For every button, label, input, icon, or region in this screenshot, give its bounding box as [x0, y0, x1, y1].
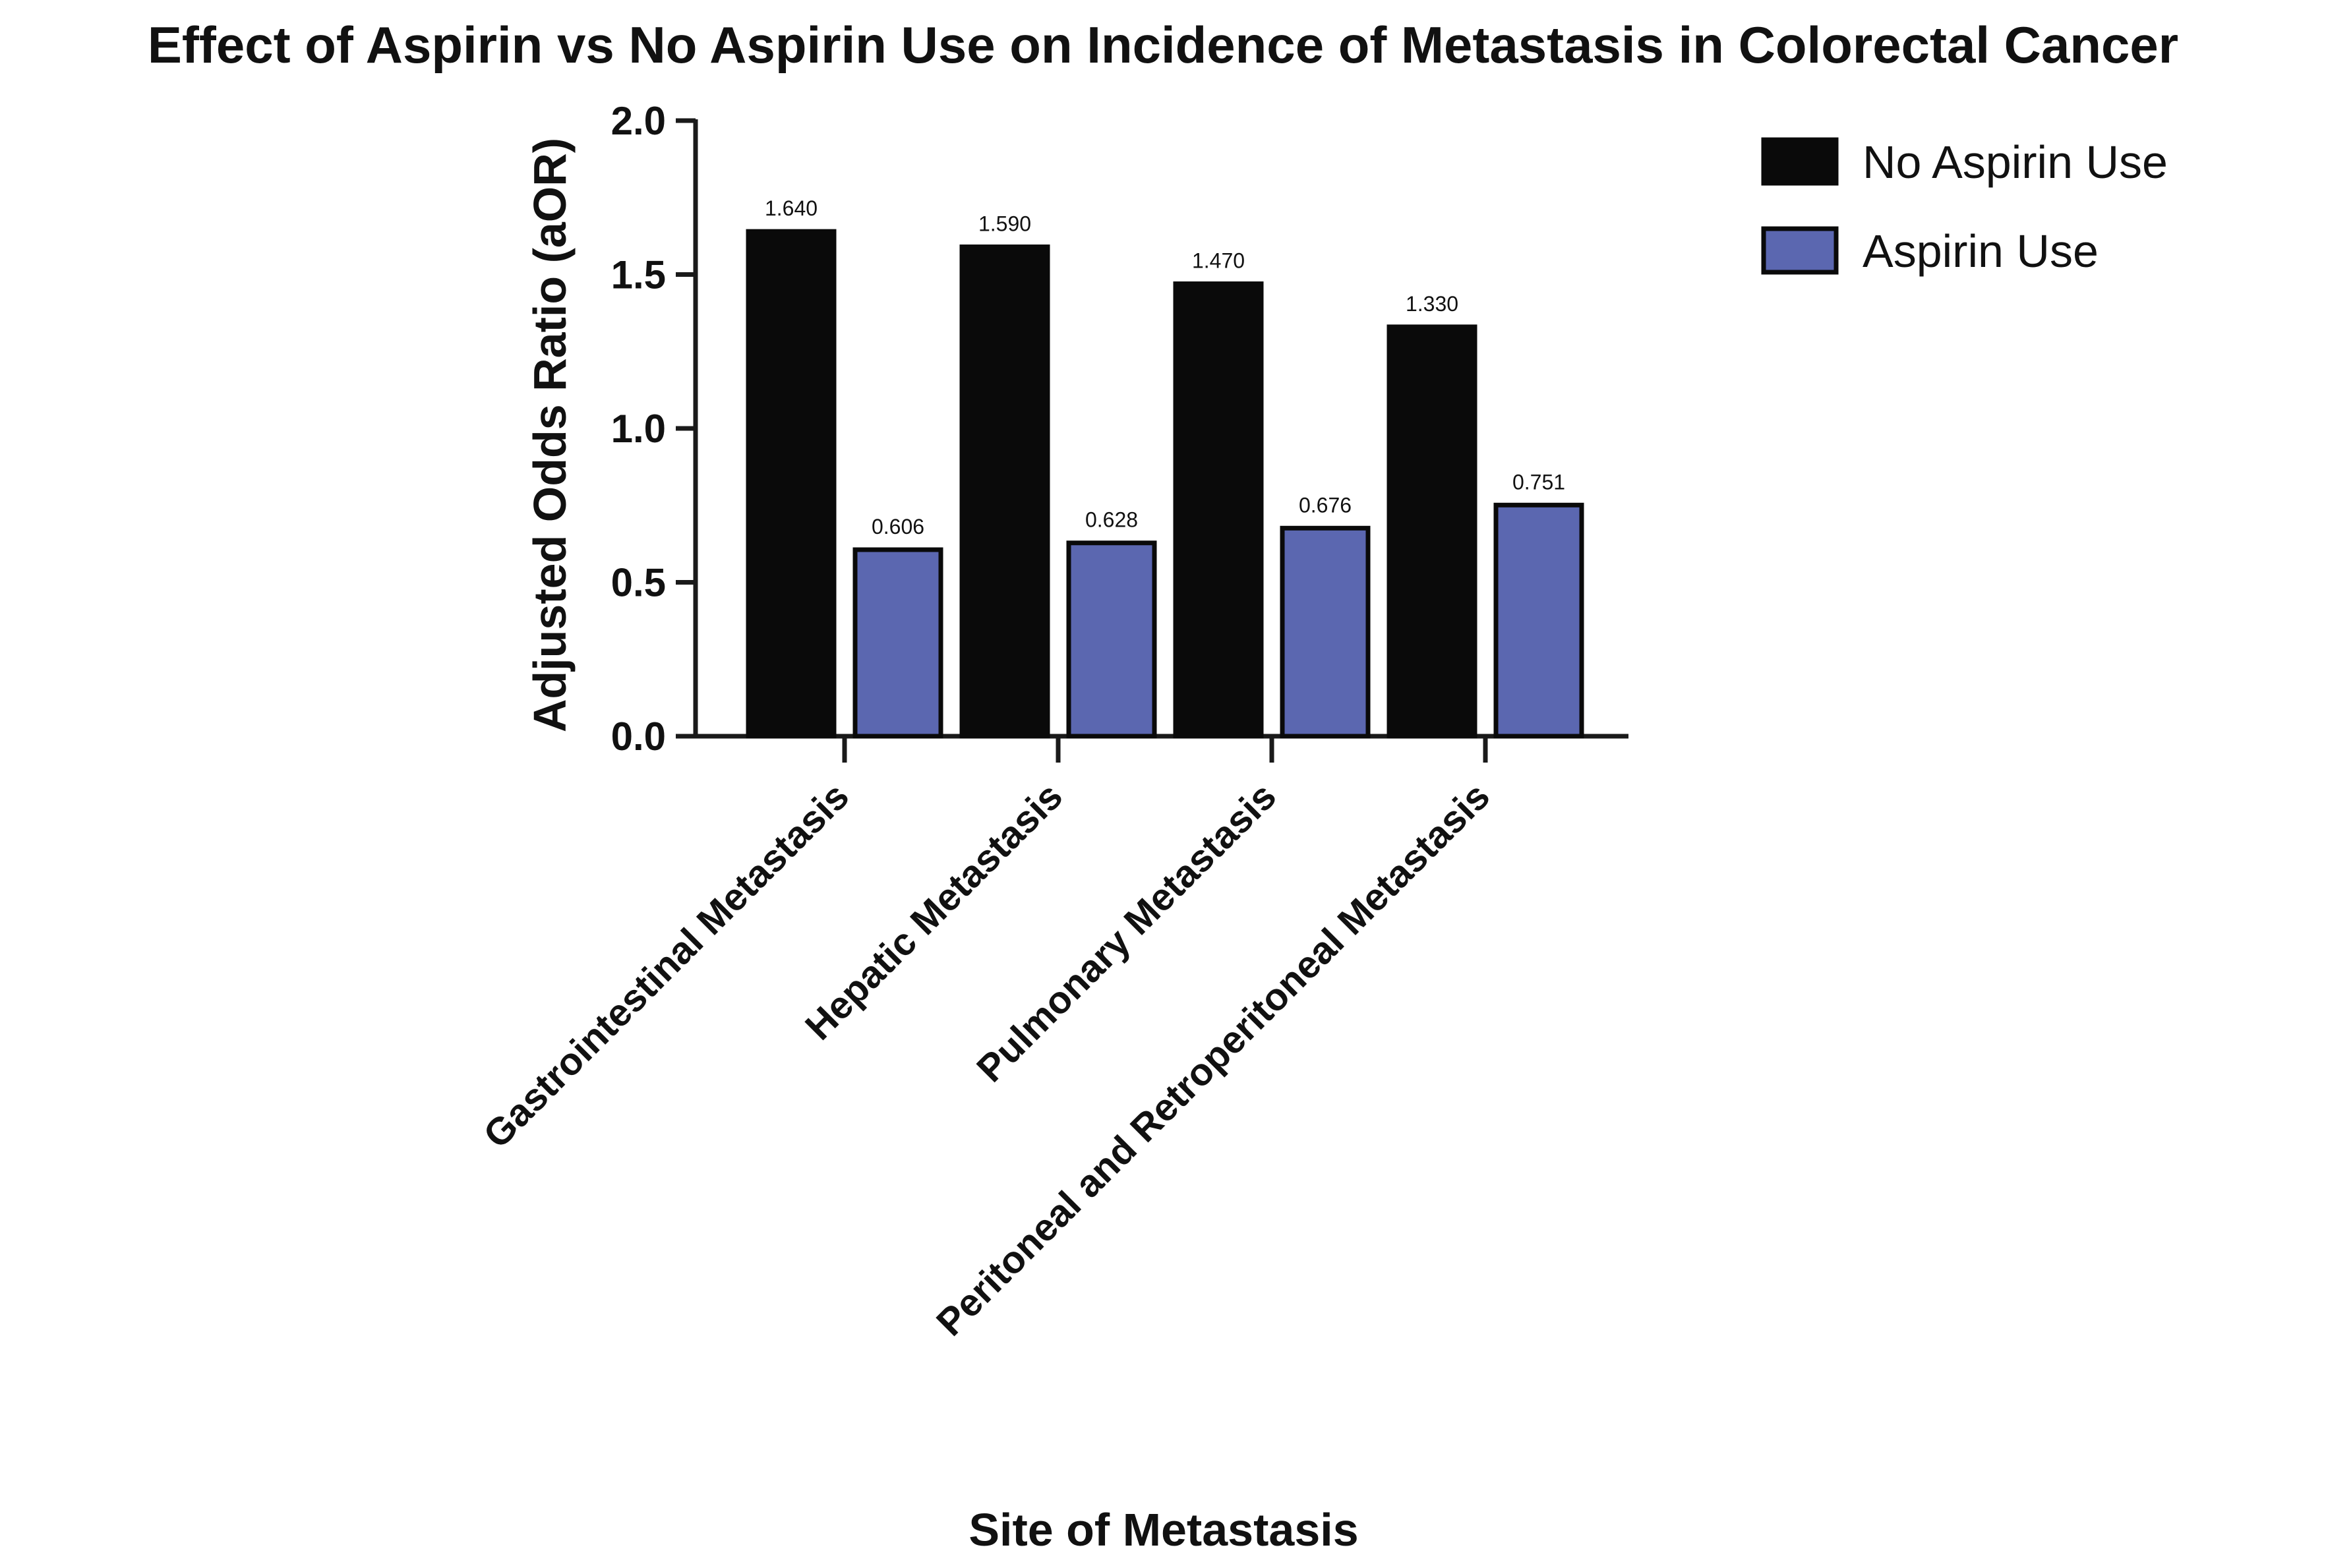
data-label: 0.606 [872, 515, 924, 538]
data-label: 1.640 [765, 196, 818, 220]
legend-label: No Aspirin Use [1863, 136, 2168, 188]
y-tick-label: 0.5 [611, 561, 666, 605]
x-tick-label: Gastrointestinal Metastasis [475, 774, 857, 1156]
data-label: 0.676 [1299, 493, 1352, 517]
plot-area: 0.0 0.5 1.0 1.5 2.0 1.640 0.606 Gastrointestina… [475, 99, 1628, 1344]
data-label: 0.751 [1512, 470, 1565, 494]
bar [959, 244, 1050, 739]
data-label: 1.330 [1406, 292, 1458, 316]
legend-label: Aspirin Use [1863, 225, 2099, 277]
bar [1066, 540, 1157, 739]
chart-title: Effect of Aspirin vs No Aspirin Use on I… [148, 16, 2178, 74]
bar [852, 547, 943, 739]
x-axis-title: Site of Metastasis [969, 1504, 1358, 1555]
bar [1493, 502, 1584, 739]
bar [746, 229, 837, 739]
y-tick-label: 1.5 [611, 253, 666, 297]
y-tick-label: 2.0 [611, 99, 666, 143]
data-label: 1.470 [1192, 249, 1245, 273]
legend: No Aspirin Use Aspirin Use [1761, 136, 2168, 277]
y-axis-title: Adjusted Odds Ratio (aOR) [524, 138, 576, 732]
y-tick-label: 1.0 [611, 407, 666, 451]
bar [1387, 324, 1477, 739]
bar [1280, 525, 1371, 739]
data-label: 1.590 [978, 212, 1031, 235]
data-label: 0.628 [1085, 508, 1138, 532]
legend-swatch [1761, 137, 1839, 186]
y-tick-label: 0.0 [611, 714, 666, 759]
legend-swatch [1761, 226, 1839, 275]
bar [1173, 281, 1264, 739]
